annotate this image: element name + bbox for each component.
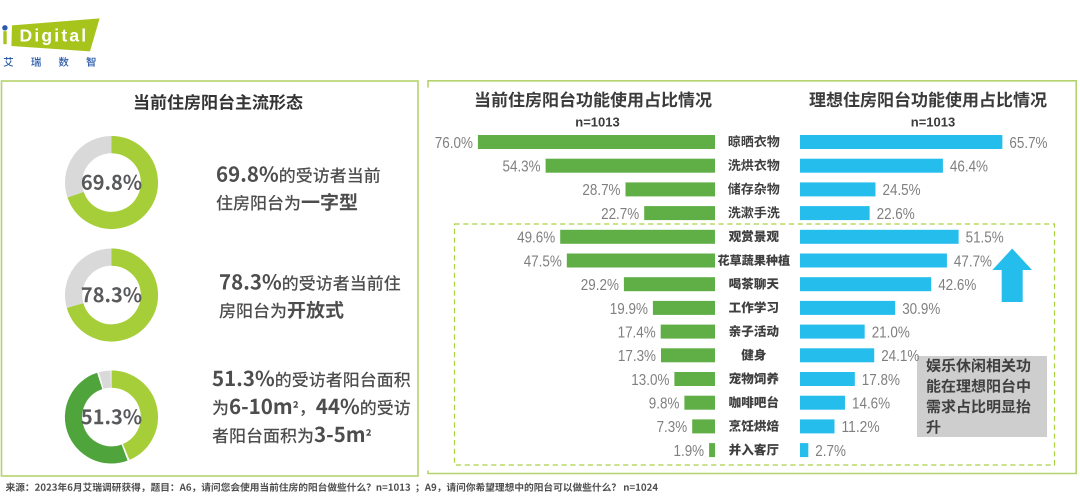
svg-text:n=1013: n=1013 (575, 115, 619, 130)
svg-text:21.0%: 21.0% (872, 325, 910, 342)
svg-text:51.5%: 51.5% (966, 230, 1004, 247)
svg-text:9.8%: 9.8% (649, 396, 680, 413)
svg-text:30.9%: 30.9% (902, 301, 940, 318)
svg-text:22.7%: 22.7% (601, 206, 639, 223)
svg-text:54.3%: 54.3% (503, 159, 541, 176)
svg-text:2.7%: 2.7% (815, 443, 846, 460)
svg-text:11.2%: 11.2% (842, 419, 880, 436)
svg-text:47.7%: 47.7% (954, 253, 992, 270)
svg-text:17.3%: 17.3% (618, 348, 656, 365)
svg-text:24.1%: 24.1% (881, 348, 919, 365)
svg-text:46.4%: 46.4% (950, 159, 988, 176)
svg-text:Digital: Digital (20, 26, 89, 46)
svg-text:65.7%: 65.7% (1009, 135, 1047, 152)
svg-text:76.0%: 76.0% (435, 135, 473, 152)
svg-text:47.5%: 47.5% (524, 253, 562, 270)
svg-text:19.9%: 19.9% (610, 301, 648, 318)
svg-text:42.6%: 42.6% (938, 277, 976, 294)
svg-text:1.9%: 1.9% (674, 443, 705, 460)
svg-text:17.4%: 17.4% (618, 325, 656, 342)
svg-text:7.3%: 7.3% (657, 419, 688, 436)
svg-text:49.6%: 49.6% (517, 230, 555, 247)
svg-text:14.6%: 14.6% (852, 396, 890, 413)
svg-text:13.0%: 13.0% (631, 372, 669, 389)
svg-text:n=1013: n=1013 (911, 115, 955, 130)
svg-text:17.8%: 17.8% (862, 372, 900, 389)
svg-text:28.7%: 28.7% (582, 182, 620, 199)
svg-text:22.6%: 22.6% (877, 206, 915, 223)
svg-text:29.2%: 29.2% (581, 277, 619, 294)
svg-text:24.5%: 24.5% (883, 182, 921, 199)
